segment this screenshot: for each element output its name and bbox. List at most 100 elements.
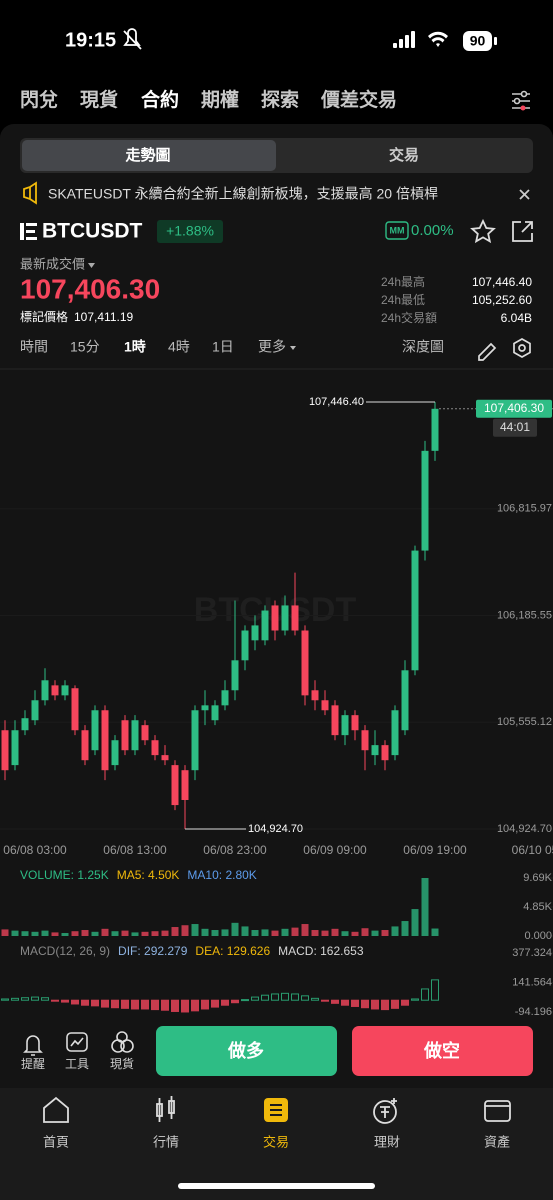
- macd-bar: [11, 997, 19, 1001]
- candle-body: [61, 685, 69, 696]
- macd-bar: [421, 988, 429, 1001]
- volume-bar: [321, 930, 329, 936]
- long-button[interactable]: [156, 1026, 337, 1076]
- candle-body: [181, 770, 189, 800]
- macd-tick-label: -94.196: [515, 1006, 552, 1018]
- top-tab[interactable]: 閃兌: [20, 89, 58, 111]
- macd-bar: [241, 999, 249, 1002]
- candle-body: [351, 715, 359, 731]
- top-tab[interactable]: 期權: [201, 88, 239, 111]
- candle-body: [121, 720, 129, 751]
- last-price-label[interactable]: 最新成交價: [20, 256, 85, 271]
- volume-bar: [121, 930, 129, 936]
- interval-tab[interactable]: 15分: [70, 339, 100, 355]
- macd-bar: [361, 999, 369, 1009]
- macd-bar: [41, 997, 49, 1001]
- market-icon[interactable]: [156, 1096, 175, 1122]
- macd-bar: [71, 999, 79, 1005]
- interval-tab[interactable]: 4時: [168, 339, 190, 355]
- candle-body: [321, 700, 329, 711]
- candle-body: [21, 718, 29, 731]
- nav-label[interactable]: 交易: [263, 1134, 289, 1149]
- interval-tab[interactable]: 時間: [20, 339, 48, 355]
- more-arrow: [290, 346, 296, 350]
- settings-icon-center: [518, 344, 526, 352]
- candle-body: [381, 745, 389, 761]
- short-button[interactable]: [352, 1026, 533, 1076]
- top-tab[interactable]: 現貨: [80, 88, 118, 111]
- settings-icon[interactable]: [513, 338, 531, 358]
- candle-body: [131, 720, 139, 751]
- tool-label[interactable]: 工具: [65, 1057, 89, 1071]
- volume-bar: [1, 929, 9, 936]
- long-label[interactable]: 做多: [227, 1040, 264, 1061]
- spot-icon[interactable]: [111, 1031, 134, 1053]
- interval-tab[interactable]: 1日: [212, 339, 234, 355]
- interval-tab[interactable]: 更多: [258, 339, 286, 355]
- volume-bar: [281, 928, 289, 936]
- assets-icon[interactable]: [484, 1100, 511, 1122]
- macd-bar: [101, 999, 109, 1008]
- volume-legend: VOLUME: 1.25K: [20, 868, 109, 882]
- star-icon[interactable]: [470, 218, 496, 244]
- tools-icon[interactable]: [66, 1032, 88, 1052]
- top-tab[interactable]: 合約: [141, 88, 179, 111]
- close-icon[interactable]: [519, 189, 530, 200]
- volume-bar: [51, 932, 59, 936]
- volume-bar: [311, 930, 319, 936]
- macd-bar: [211, 999, 219, 1008]
- symbol-icon: [20, 223, 37, 240]
- draw-icon[interactable]: [478, 342, 497, 361]
- depth-chart-tab[interactable]: 深度圖: [402, 339, 444, 355]
- volume-bar: [191, 924, 199, 936]
- y-tick-label: 106,185.55: [497, 609, 552, 621]
- alert-icon[interactable]: [23, 1035, 43, 1056]
- short-label[interactable]: 做空: [423, 1040, 460, 1061]
- battery-level: 90: [470, 33, 486, 49]
- candle-body: [241, 630, 249, 661]
- current-price-box: [476, 399, 552, 418]
- segment-tab[interactable]: 走勢圖: [125, 146, 170, 164]
- volume-bar: [201, 928, 209, 936]
- volume-bar: [151, 931, 159, 936]
- mark-price: 107,411.19: [74, 310, 133, 324]
- home-icon[interactable]: [43, 1096, 69, 1123]
- filter-icon[interactable]: [512, 90, 530, 111]
- candle-body: [271, 605, 279, 631]
- macd-bar: [351, 999, 359, 1007]
- dropdown-arrow[interactable]: [88, 263, 95, 268]
- candle-body: [291, 605, 299, 631]
- macd-bar: [431, 979, 439, 1001]
- nav-label[interactable]: 首頁: [43, 1134, 69, 1149]
- tool-label[interactable]: 現貨: [110, 1056, 134, 1071]
- candle-body: [261, 610, 269, 641]
- macd-bar: [21, 997, 29, 1001]
- volume-bar: [211, 930, 219, 936]
- macd-bar: [411, 998, 419, 1001]
- nav-label[interactable]: 資產: [484, 1134, 510, 1149]
- nav-label[interactable]: 行情: [153, 1134, 179, 1149]
- volume-tick-label: 0.000: [524, 930, 552, 942]
- segment-active: [22, 140, 276, 171]
- volume-bar: [431, 928, 439, 936]
- volume-bar: [161, 930, 169, 936]
- volume-legend: MA10: 2.80K: [187, 868, 256, 882]
- trade-icon[interactable]: [264, 1098, 288, 1122]
- top-tab[interactable]: 價差交易: [320, 88, 397, 111]
- interval-tab[interactable]: 1時: [124, 339, 146, 355]
- share-icon[interactable]: [512, 221, 533, 242]
- volume-legend: MA5: 4.50K: [117, 868, 180, 882]
- nav-label[interactable]: 理財: [374, 1134, 400, 1149]
- macd-bar: [81, 999, 89, 1006]
- segment-tab[interactable]: 交易: [389, 146, 419, 164]
- candle-body: [391, 710, 399, 756]
- volume-bar: [81, 930, 89, 936]
- candle-body: [31, 700, 39, 721]
- candle-body: [11, 730, 19, 766]
- macd-bar: [1, 998, 9, 1001]
- top-tab[interactable]: 探索: [261, 88, 299, 111]
- earn-icon[interactable]: [373, 1098, 397, 1124]
- tool-label[interactable]: 提醒: [21, 1056, 45, 1071]
